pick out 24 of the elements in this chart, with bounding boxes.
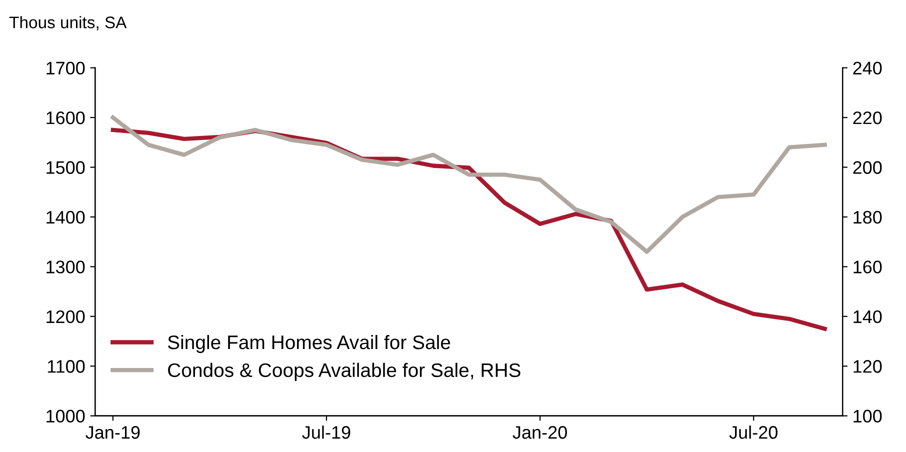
y2-tick-label: 140 [854, 310, 882, 324]
x-tick-label: Jan-19 [86, 426, 140, 439]
line-series [110, 115, 827, 254]
y2-tick-label: 120 [854, 360, 882, 373]
y2-tick-label: 180 [854, 210, 882, 224]
y2-tick-label: 240 [853, 62, 882, 75]
y-tick-label: 1100 [48, 360, 85, 373]
legend-label: Single Fam Homes Avail for Sale [168, 334, 450, 354]
y-tick-label: 1700 [46, 62, 85, 75]
y-tick-label: 1300 [46, 260, 85, 274]
y2-tick-label: 160 [854, 260, 882, 274]
y2-tick-label: 220 [853, 111, 882, 124]
x-tick-label: Jan-20 [512, 426, 567, 439]
y-axis-title: Thous units, SA [9, 16, 127, 30]
y-tick-label: 1600 [46, 111, 85, 124]
y2-tick-label: 200 [853, 161, 882, 174]
y-tick-label: 1400 [46, 210, 85, 224]
legend-label: Condos & Coops Available for Sale, RHS [168, 362, 520, 381]
y-tick-label: 1500 [46, 161, 85, 174]
x-tick-label: Jul-19 [302, 426, 350, 439]
y-tick-label: 1000 [46, 410, 85, 423]
y-tick-label: 1200 [46, 310, 85, 324]
y2-tick-label: 100 [854, 410, 882, 423]
x-tick-label: Jul-20 [729, 426, 778, 439]
